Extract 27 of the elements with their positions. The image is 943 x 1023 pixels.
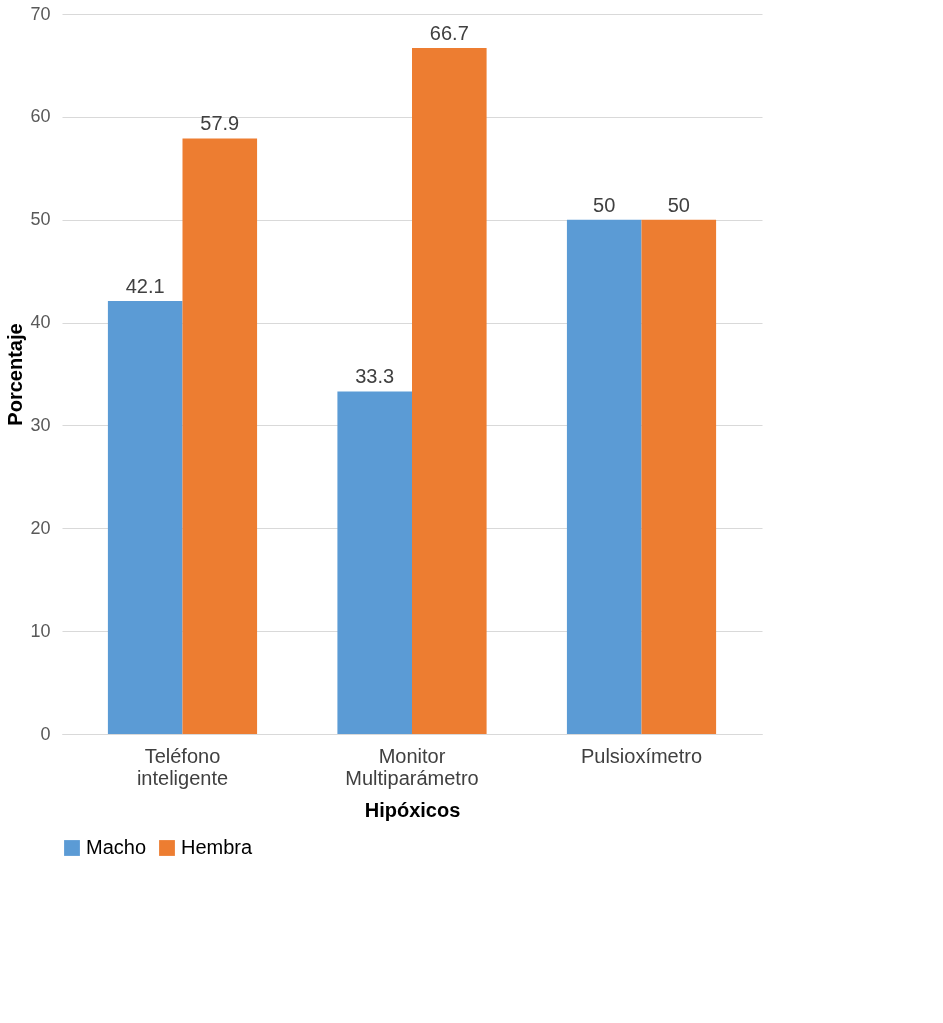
x-axis-title: Hipóxicos — [364, 798, 461, 821]
legend-label: Macho — [86, 836, 147, 858]
bar — [182, 138, 258, 734]
bar — [107, 300, 183, 734]
bar — [337, 391, 412, 734]
x-tick-label: Teléfono inteligente — [136, 744, 229, 789]
y-axis-title: Porcentaje — [4, 323, 27, 426]
legend-label: Hembra — [181, 836, 254, 858]
y-tick-label: 60 — [30, 106, 51, 127]
x-tick-label: Pulsioxímetro — [580, 744, 703, 767]
data-label: 57.9 — [200, 112, 240, 135]
bar — [412, 47, 487, 734]
y-tick-label: 0 — [40, 723, 51, 744]
y-tick-label: 20 — [30, 517, 51, 538]
bar — [566, 219, 642, 734]
y-tick-label: 10 — [30, 620, 51, 641]
data-label: 66.7 — [429, 21, 469, 44]
data-label: 50 — [667, 193, 690, 216]
x-tick-label: Monitor Multiparámetro — [345, 744, 479, 789]
y-tick-label: 30 — [30, 414, 51, 435]
data-label: 42.1 — [125, 274, 165, 297]
y-tick-label: 50 — [30, 209, 51, 230]
data-label: 33.3 — [355, 365, 395, 388]
data-label: 50 — [593, 193, 616, 216]
y-tick-label: 70 — [30, 3, 51, 24]
bar — [641, 219, 717, 734]
y-tick-label: 40 — [30, 312, 51, 333]
